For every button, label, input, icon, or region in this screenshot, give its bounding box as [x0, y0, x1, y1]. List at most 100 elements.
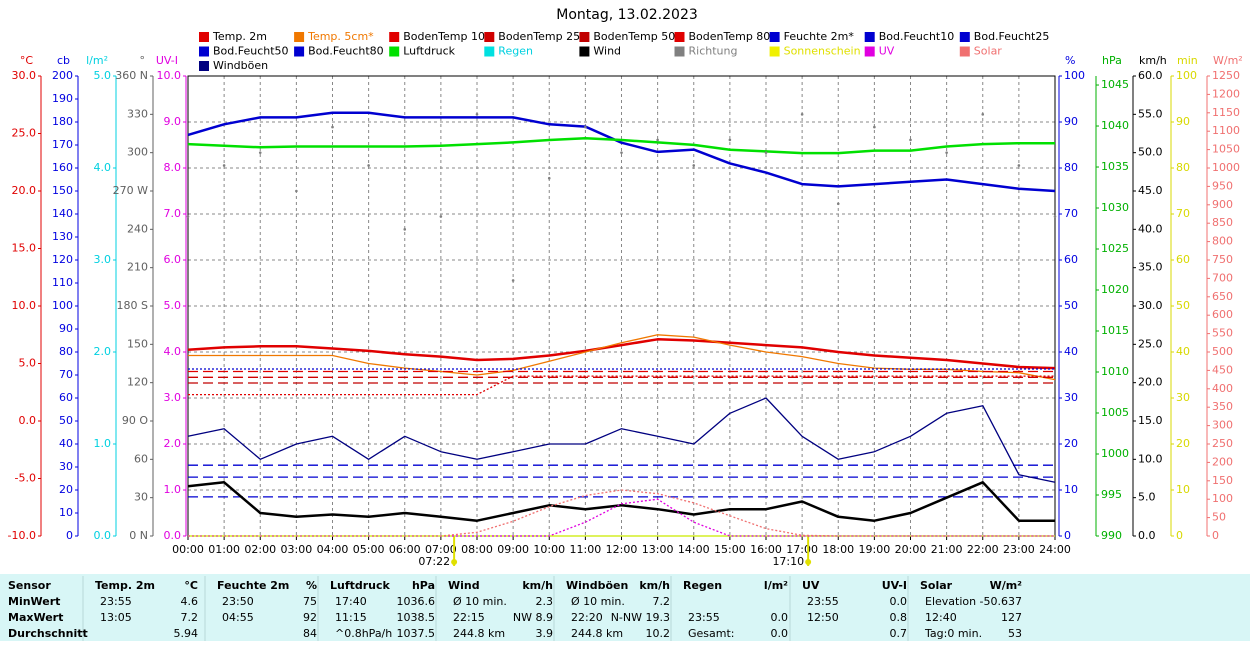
table-header: Feuchte 2m [217, 579, 289, 592]
axis-tick-label: -10.0 [8, 529, 36, 542]
axis-tick-label: 1200 [1212, 87, 1240, 100]
axis-tick-label: 950 [1212, 179, 1233, 192]
legend-label: BodenTemp 50 [593, 30, 675, 43]
axis-title: W/m² [1213, 54, 1243, 67]
direction-dot [1017, 164, 1021, 167]
axis-tick-label: 4.0 [94, 161, 112, 174]
legend-label: Temp. 5cm* [307, 30, 374, 43]
direction-dot [258, 151, 262, 154]
x-tick-label: 15:00 [714, 543, 746, 556]
series-line [188, 334, 1056, 381]
legend-label: BodenTemp 80 [689, 30, 771, 43]
table-cell: 244.8 km [453, 627, 505, 640]
direction-dot [656, 138, 659, 142]
table-cell: 1037.5 [397, 627, 436, 640]
axis-tick-label: 100 [52, 299, 73, 312]
axis-tick-label: 450 [1212, 363, 1233, 376]
axis-tick-label: 350 [1212, 400, 1233, 413]
axis-tick-label: 1030 [1101, 201, 1129, 214]
axis-tick-label: 990 [1101, 529, 1122, 542]
table-cell: 92 [303, 611, 317, 624]
sun-label: 07:22 [418, 555, 450, 568]
table-cell: 04:55 [222, 611, 254, 624]
table-header: l/m² [764, 579, 788, 592]
x-tick-label: 18:00 [822, 543, 854, 556]
axis-tick-label: 550 [1212, 327, 1233, 340]
axis-tick-label: 5.0 [1138, 491, 1156, 504]
x-tick-label: 23:00 [1003, 543, 1035, 556]
axis-tick-label: 5.0 [19, 357, 37, 370]
direction-dot [800, 113, 804, 116]
axis-tick-label: 60.0 [1138, 69, 1163, 82]
direction-dot [367, 164, 370, 167]
axis-tick-label: 60 [134, 452, 148, 465]
axis-tick-label: 800 [1212, 235, 1233, 248]
table-header: Sensor [8, 579, 51, 592]
axis-tick-label: 900 [1212, 198, 1233, 211]
axis-tick-label: 30.0 [12, 69, 37, 82]
table-cell: 4.6 [181, 595, 199, 608]
series-line [187, 137, 1055, 155]
axis-tick-label: 150 [52, 184, 73, 197]
table-cell: Ø 10 min. [571, 595, 625, 608]
axis-tick-label: 30 [59, 460, 73, 473]
axis-tick-label: 0.0 [1138, 529, 1156, 542]
axis-tick-label: 30.0 [1138, 299, 1163, 312]
direction-dot [475, 113, 479, 116]
axis-tick-label: 4.0 [164, 345, 182, 358]
table-cell: 7.2 [653, 595, 671, 608]
axis-tick-label: 180 S [117, 299, 148, 312]
sun-dot [805, 559, 812, 565]
axis-title: min [1177, 54, 1198, 67]
axis-tick-label: 10.0 [1138, 452, 1163, 465]
axis-tick-label: 10 [1064, 483, 1078, 496]
direction-dot [547, 176, 551, 180]
x-tick-label: 22:00 [967, 543, 999, 556]
table-cell: 244.8 km [571, 627, 623, 640]
axis-tick-label: 50 [1176, 299, 1190, 312]
sun-dot [451, 559, 458, 565]
table-cell: 7.2 [181, 611, 199, 624]
axis-tick-label: 50 [59, 414, 73, 427]
axis-tick-label: 20.0 [12, 184, 37, 197]
legend-swatch [769, 46, 780, 57]
x-tick-label: 06:00 [389, 543, 421, 556]
direction-dot [295, 189, 298, 193]
legend-swatch [769, 32, 780, 42]
table-cell: 53 [1008, 627, 1022, 640]
axis-tick-label: 1035 [1101, 160, 1129, 173]
legend-label: BodenTemp 25 [498, 30, 580, 43]
table-cell: 23:55 [100, 595, 132, 608]
axis-title: ° [140, 54, 146, 67]
axis-tick-label: 35.0 [1138, 261, 1163, 274]
axis-tick-label: 45.0 [1138, 184, 1163, 197]
axis-title: l/m² [86, 54, 108, 67]
axis-tick-label: 6.0 [164, 253, 182, 266]
table-cell: -50.637 [980, 595, 1022, 608]
x-tick-label: 09:00 [497, 543, 529, 556]
axis-tick-label: 0 N [129, 529, 148, 542]
table-cell: 0.0 [771, 627, 789, 640]
table-header: Wind [448, 579, 480, 592]
axis-tick-label: 1025 [1101, 242, 1129, 255]
x-tick-label: 02:00 [244, 543, 276, 556]
x-tick-label: 19:00 [859, 543, 891, 556]
axis-tick-label: 100 [1212, 492, 1233, 505]
direction-dot [873, 125, 876, 129]
axis-tick-label: 600 [1212, 308, 1233, 321]
direction-dot [728, 138, 732, 142]
table-cell: 13:05 [100, 611, 132, 624]
axis-tick-label: 3.0 [94, 253, 112, 266]
direction-dot [692, 164, 696, 167]
axis-tick-label: 1015 [1101, 324, 1129, 337]
direction-dot [945, 151, 948, 154]
x-tick-label: 04:00 [317, 543, 349, 556]
table-header: Windböen [566, 579, 628, 592]
series-line [187, 111, 1056, 193]
axis-tick-label: -5.0 [15, 472, 36, 485]
axis-tick-label: 90 O [122, 414, 148, 427]
table-header: Temp. 2m [95, 579, 155, 592]
axis-tick-label: 1045 [1101, 78, 1129, 91]
table-cell: Gesamt: [688, 627, 735, 640]
